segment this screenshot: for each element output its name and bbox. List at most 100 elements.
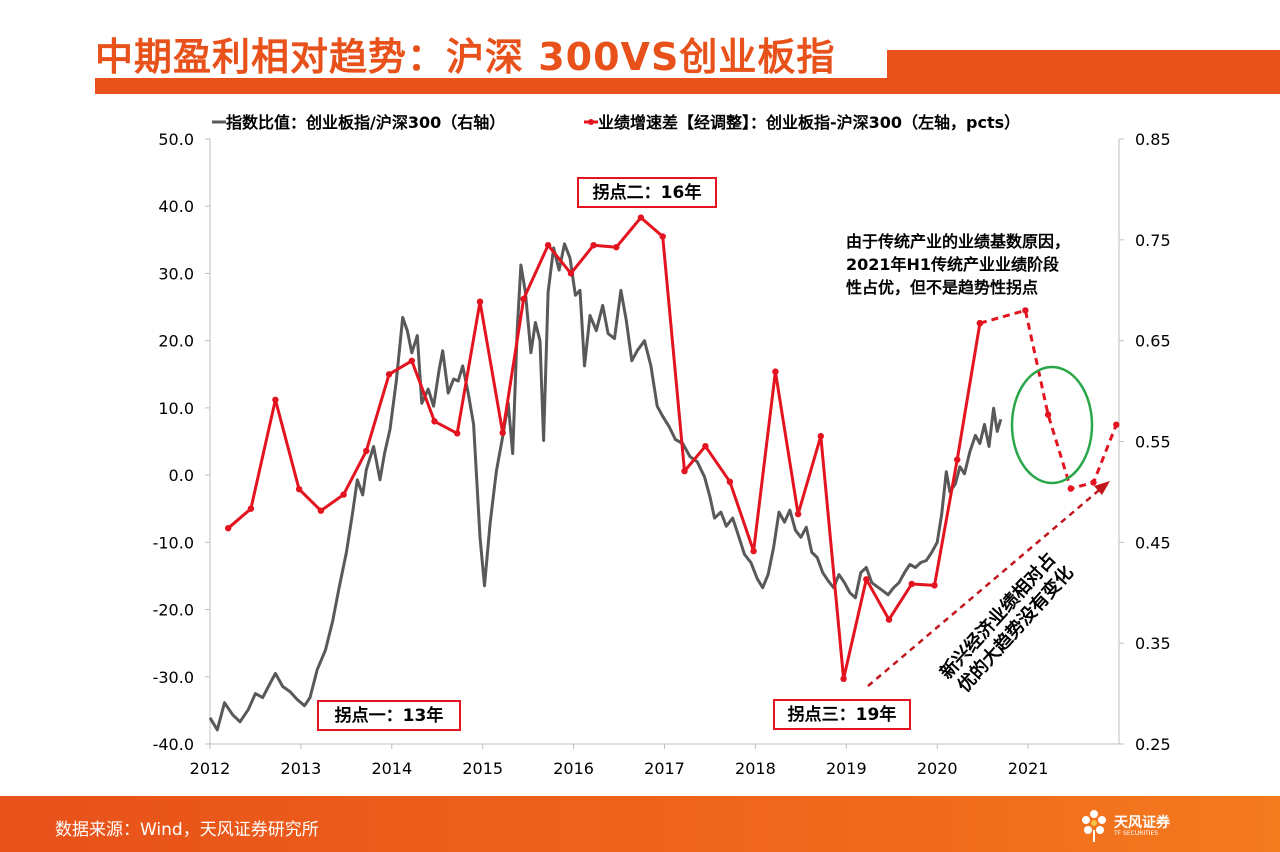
x-tick-label: 2015: [462, 759, 503, 778]
right-tick-label: 0.25: [1135, 735, 1171, 754]
right-tick-label: 0.45: [1135, 533, 1171, 552]
title-accent-bar: [887, 50, 1280, 78]
growth-diff-point: [295, 486, 303, 493]
legend-red-marker: [588, 119, 594, 125]
note-line-3: 性占优，但不是趋势性拐点: [846, 278, 1038, 297]
x-tick-label: 2017: [644, 759, 685, 778]
highlight-circle: [1010, 365, 1094, 485]
growth-diff-point: [1067, 485, 1075, 492]
x-tick-label: 2013: [281, 759, 322, 778]
growth-diff-point: [454, 430, 461, 437]
turning-point-3: 拐点三：19年: [773, 699, 911, 730]
title-underline-bar: [95, 78, 1280, 94]
turning-point-3-label: 拐点三：19年: [788, 704, 897, 725]
right-tick-label: 0.55: [1135, 433, 1171, 452]
growth-diff-point: [772, 368, 779, 375]
growth-diff-point: [659, 233, 666, 240]
turning-point-2-box: [577, 177, 717, 208]
turning-point-1-label: 拐点一：13年: [335, 705, 444, 726]
growth-diff-forecast-line: [979, 308, 1118, 491]
note-line-1: 由于传统产业的业绩基数原因，: [846, 232, 1070, 251]
growth-diff-point: [499, 429, 506, 436]
left-tick-label: 50.0: [158, 130, 194, 149]
x-tick-label: 2021: [1008, 759, 1049, 778]
growth-diff-point: [726, 478, 734, 485]
left-tick-label: -20.0: [153, 601, 194, 620]
chart-area: 指数比值：创业板指/沪深300（右轴） 业绩增速差【经调整】：创业板指-沪深30…: [0, 100, 1280, 790]
growth-diff-point: [272, 396, 279, 403]
trend-arrow-head: [1094, 481, 1110, 495]
series-index-ratio: [208, 242, 1003, 732]
growth-diff-point: [340, 491, 347, 498]
series-growth-diff: [225, 214, 1120, 682]
flower-icon: [1082, 810, 1106, 842]
turning-point-1-box: [317, 700, 461, 731]
growth-diff-point: [840, 675, 847, 682]
growth-diff-point: [885, 616, 893, 623]
growth-diff-point: [976, 320, 984, 327]
chart-legend: 指数比值：创业板指/沪深300（右轴） 业绩增速差【经调整】：创业板指-沪深30…: [212, 113, 1020, 132]
growth-diff-point: [544, 242, 552, 249]
growth-diff-point: [317, 507, 325, 514]
growth-diff-point: [863, 576, 870, 583]
left-tick-label: 0.0: [169, 466, 194, 485]
growth-diff-point: [476, 298, 484, 305]
left-tick-label: 40.0: [158, 197, 194, 216]
growth-diff-point: [908, 580, 915, 588]
legend-gray-label: 指数比值：创业板指/沪深300（右轴）: [226, 113, 505, 132]
growth-diff-point: [431, 418, 438, 425]
growth-diff-point: [613, 244, 620, 251]
x-tick-label: 2016: [553, 759, 594, 778]
growth-diff-point: [590, 242, 597, 249]
right-tick-label: 0.75: [1135, 231, 1171, 250]
growth-diff-point: [750, 547, 757, 555]
growth-diff-point: [520, 295, 527, 303]
growth-diff-point: [954, 456, 961, 463]
left-tick-label: 20.0: [158, 332, 194, 351]
growth-diff-point: [247, 505, 255, 512]
legend-red-label: 业绩增速差【经调整】：创业板指-沪深300（左轴，pcts）: [598, 113, 1020, 132]
left-tick-label: 30.0: [158, 264, 194, 283]
turning-point-3-box: [773, 699, 911, 730]
turning-point-2: 拐点二：16年: [577, 177, 717, 208]
logo-subtext: TF SECURITIES: [1114, 830, 1159, 837]
growth-diff-point: [681, 467, 688, 475]
x-tick-label: 2012: [190, 759, 231, 778]
source-note: 数据来源：Wind，天风证券研究所: [55, 820, 319, 840]
growth-diff-point: [385, 371, 393, 378]
x-tick-label: 2019: [826, 759, 867, 778]
growth-diff-point: [363, 447, 370, 455]
index-ratio-line: [208, 242, 1003, 732]
growth-diff-point: [817, 432, 824, 440]
turning-point-1: 拐点一：13年: [317, 700, 461, 731]
right-tick-label: 0.65: [1135, 332, 1171, 351]
x-tick-label: 2020: [917, 759, 958, 778]
right-axis-ticks: 0.85 0.75 0.65 0.55 0.45 0.35 0.25: [1119, 130, 1171, 754]
growth-diff-point: [931, 582, 938, 589]
growth-diff-point: [567, 270, 575, 277]
note-text: 由于传统产业的业绩基数原因， 2021年H1传统产业业绩阶段 性占优，但不是趋势…: [846, 232, 1070, 297]
x-axis-ticks: 2012 2013 2014 2015 2016 2017 2018 2019 2020 2021: [190, 744, 1049, 778]
x-tick-label: 2018: [735, 759, 776, 778]
note-line-2: 2021年H1传统产业业绩阶段: [846, 255, 1060, 274]
left-tick-label: -40.0: [153, 735, 194, 754]
turning-point-2-label: 拐点二：16年: [593, 182, 702, 203]
growth-diff-point: [1113, 421, 1120, 428]
growth-diff-point: [1090, 479, 1097, 486]
left-tick-label: 10.0: [158, 399, 194, 418]
left-axis-ticks: 50.0 40.0 30.0 20.0 10.0 0.0 -10.0 -20.0 -30.0 -4…: [153, 130, 210, 754]
growth-diff-point: [794, 510, 802, 518]
growth-diff-point: [637, 214, 645, 221]
left-tick-label: -30.0: [153, 668, 194, 687]
right-tick-label: 0.35: [1135, 634, 1171, 653]
chart-svg: 指数比值：创业板指/沪深300（右轴） 业绩增速差【经调整】：创业板指-沪深30…: [153, 113, 1171, 778]
footer-bar: 数据来源：Wind，天风证券研究所 天风证券 TF SECURITIES: [0, 796, 1280, 852]
growth-diff-point: [225, 525, 232, 532]
trend-arrow: [867, 481, 1110, 687]
logo-text: 天风证券: [1114, 815, 1170, 831]
page-title: 中期盈利相对趋势：沪深 300VS创业板指: [95, 35, 836, 79]
trend-arrow-line: [867, 485, 1105, 687]
growth-diff-point: [408, 357, 415, 364]
right-tick-label: 0.85: [1135, 130, 1171, 149]
company-logo: 天风证券 TF SECURITIES: [1078, 806, 1188, 844]
